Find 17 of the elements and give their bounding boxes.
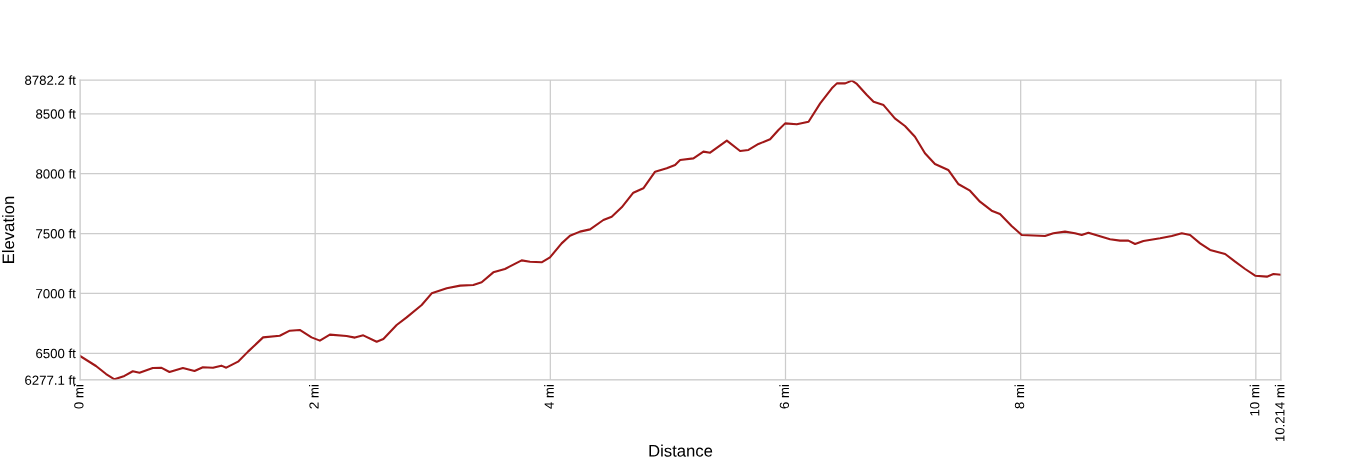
x-tick-label: 10.214 mi xyxy=(1274,385,1285,442)
y-tick-label: 8500 ft xyxy=(36,109,76,119)
x-tick-label: 8 mi xyxy=(1014,385,1025,409)
y-tick-label: 7500 ft xyxy=(36,228,76,239)
y-axis-title: Elevation xyxy=(2,196,15,263)
line-series xyxy=(80,80,1281,380)
x-tick-label: 4 mi xyxy=(544,385,554,409)
x-tick-label: 6 mi xyxy=(779,385,790,409)
y-tick-label: 6277.1 ft xyxy=(25,375,76,385)
x-axis-title: Distance xyxy=(649,444,713,457)
y-tick-label: 6500 ft xyxy=(36,348,76,359)
y-tick-label: 8000 ft xyxy=(36,168,76,179)
x-tick-label: 10 mi xyxy=(1249,385,1260,416)
y-tick-label: 7000 ft xyxy=(36,288,76,299)
y-tick-label: 8782.2 ft xyxy=(25,75,76,85)
x-tick-label: 2 mi xyxy=(309,385,319,409)
x-tick-label: 0 mi xyxy=(73,385,84,409)
